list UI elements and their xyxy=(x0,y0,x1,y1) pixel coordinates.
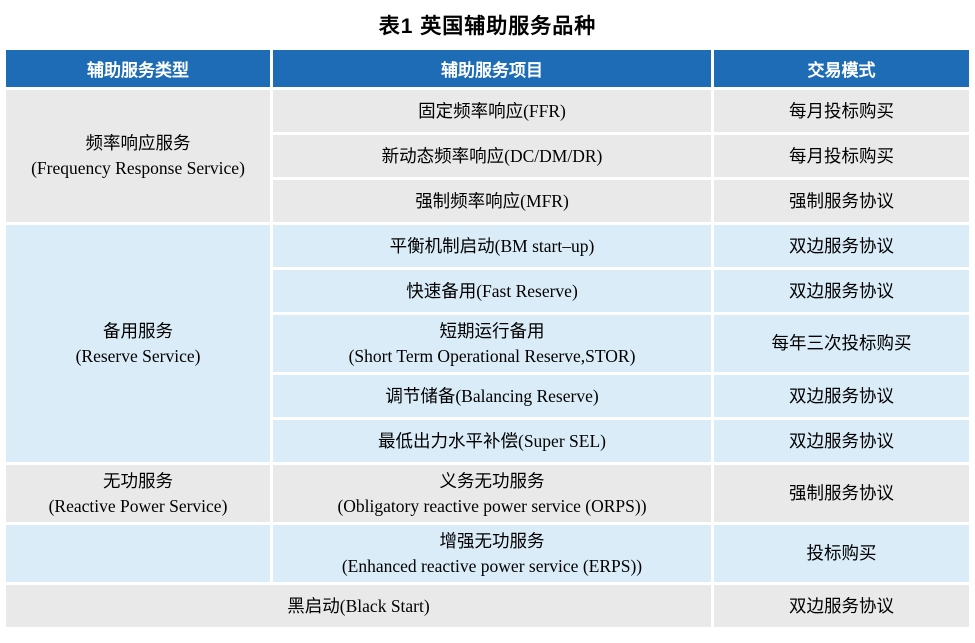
row-ffr: 频率响应服务 (Frequency Response Service) 固定频率… xyxy=(6,90,969,222)
row-black-start: 黑启动(Black Start) 双边服务协议 xyxy=(6,585,969,627)
cell-mode-black-start: 双边服务协议 xyxy=(714,585,969,627)
cell-mode-erps: 投标购买 xyxy=(714,525,969,582)
header-service-type: 辅助服务类型 xyxy=(6,50,270,87)
cell-item-stor: 短期运行备用 (Short Term Operational Reserve,S… xyxy=(273,315,711,372)
row-mfr: 强制频率响应(MFR) 强制服务协议 xyxy=(6,180,969,222)
cell-item-orps: 义务无功服务 (Obligatory reactive power servic… xyxy=(273,465,711,522)
cell-mode-super-sel: 双边服务协议 xyxy=(714,420,969,462)
header-service-item: 辅助服务项目 xyxy=(273,50,711,87)
table-caption: 表1 英国辅助服务品种 xyxy=(378,15,597,38)
cell-item-super-sel: 最低出力水平补偿(Super SEL) xyxy=(273,420,711,462)
cell-type-reserve-service: 备用服务 (Reserve Service) xyxy=(6,225,270,462)
cell-mode-fast-reserve: 双边服务协议 xyxy=(714,270,969,312)
cell-item-fast-reserve: 快速备用(Fast Reserve) xyxy=(273,270,711,312)
header-row: 辅助服务类型 辅助服务项目 交易模式 xyxy=(6,50,969,87)
cell-mode-dcdmdr: 每月投标购买 xyxy=(714,135,969,177)
cell-item-erps: 增强无功服务 (Enhanced reactive power service … xyxy=(273,525,711,582)
row-fast-reserve: 快速备用(Fast Reserve) 双边服务协议 xyxy=(6,270,969,312)
cell-item-dcdmdr: 新动态频率响应(DC/DM/DR) xyxy=(273,135,711,177)
cell-type-reactive-power: 无功服务 (Reactive Power Service) xyxy=(6,465,270,522)
cell-mode-mfr: 强制服务协议 xyxy=(714,180,969,222)
row-erps: 增强无功服务 (Enhanced reactive power service … xyxy=(6,525,969,582)
cell-type-empty xyxy=(6,525,270,582)
paper-table-figure: 表1 英国辅助服务品种 辅助服务类型 辅助服务项目 交易模式 频率响应服务 (F… xyxy=(3,15,972,630)
cell-mode-orps: 强制服务协议 xyxy=(714,465,969,522)
cell-item-black-start: 黑启动(Black Start) xyxy=(6,585,711,627)
cell-mode-stor: 每年三次投标购买 xyxy=(714,315,969,372)
cell-item-bm-startup: 平衡机制启动(BM start–up) xyxy=(273,225,711,267)
ancillary-services-table: 辅助服务类型 辅助服务项目 交易模式 频率响应服务 (Frequency Res… xyxy=(3,47,972,630)
cell-item-balancing-reserve: 调节储备(Balancing Reserve) xyxy=(273,375,711,417)
cell-mode-balancing-reserve: 双边服务协议 xyxy=(714,375,969,417)
cell-mode-bm-startup: 双边服务协议 xyxy=(714,225,969,267)
cell-type-frequency-response: 频率响应服务 (Frequency Response Service) xyxy=(6,90,270,222)
row-dcdmdr: 新动态频率响应(DC/DM/DR) 每月投标购买 xyxy=(6,135,969,177)
cell-mode-ffr: 每月投标购买 xyxy=(714,90,969,132)
row-balancing-reserve: 调节储备(Balancing Reserve) 双边服务协议 xyxy=(6,375,969,417)
row-super-sel: 最低出力水平补偿(Super SEL) 双边服务协议 xyxy=(6,420,969,462)
row-bm-startup: 备用服务 (Reserve Service) 平衡机制启动(BM start–u… xyxy=(6,225,969,462)
row-orps: 无功服务 (Reactive Power Service) 义务无功服务 (Ob… xyxy=(6,465,969,522)
row-stor: 短期运行备用 (Short Term Operational Reserve,S… xyxy=(6,315,969,372)
cell-item-ffr: 固定频率响应(FFR) xyxy=(273,90,711,132)
cell-item-mfr: 强制频率响应(MFR) xyxy=(273,180,711,222)
header-trade-mode: 交易模式 xyxy=(714,50,969,87)
